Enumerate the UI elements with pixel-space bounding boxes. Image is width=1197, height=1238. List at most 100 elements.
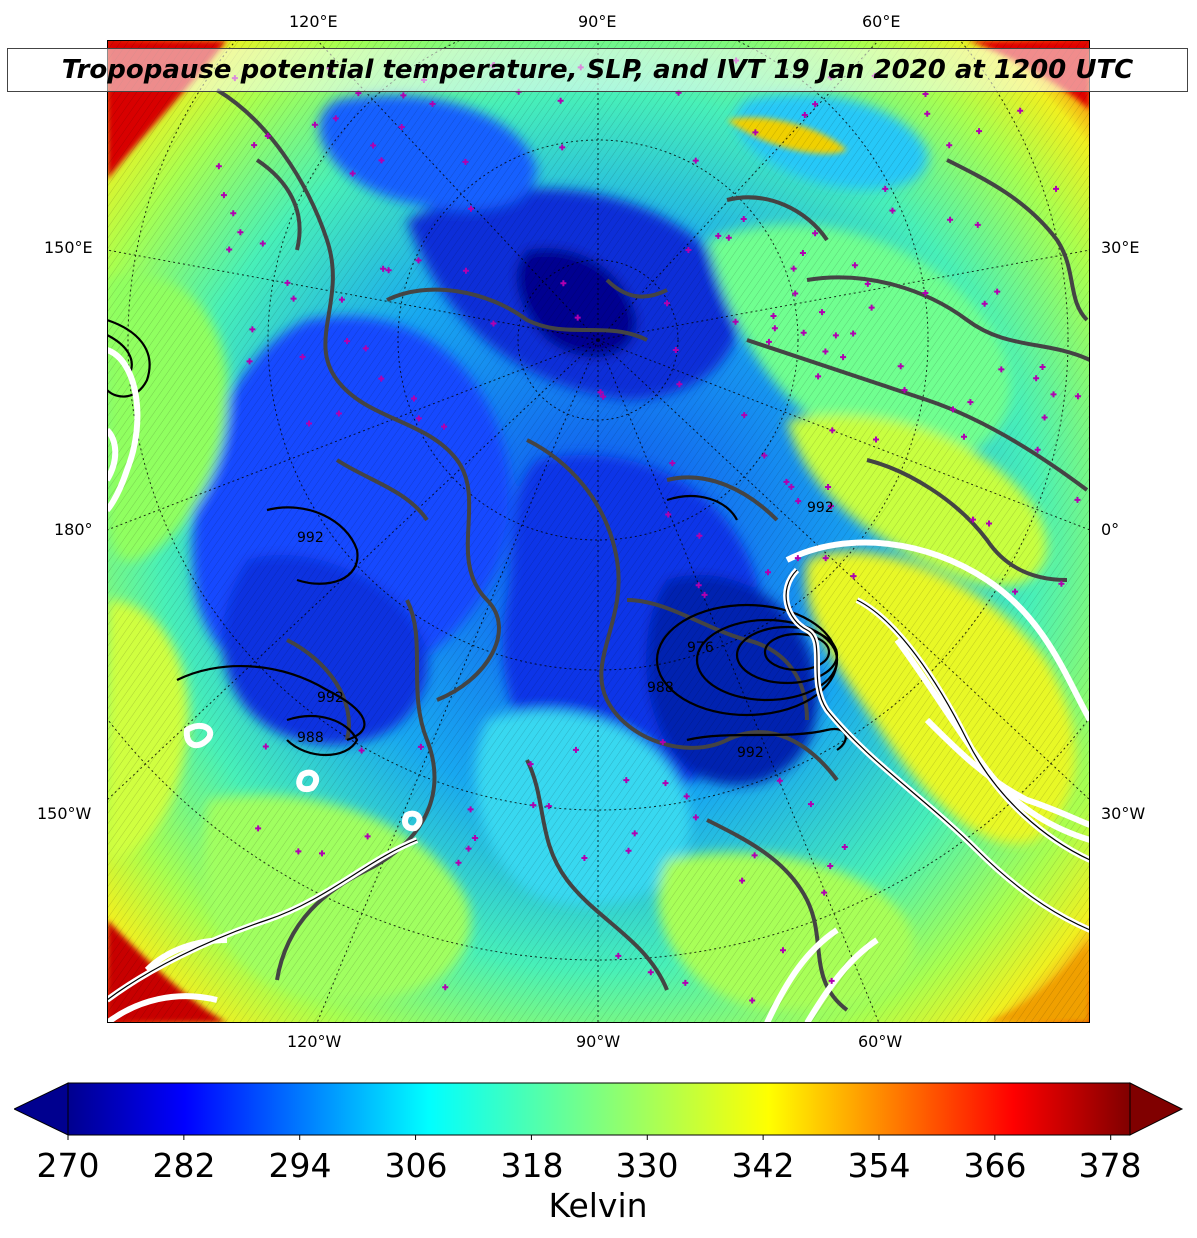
station-marker [682,979,689,986]
colorbar-tick-label: 366 [963,1146,1027,1185]
station-marker [822,348,829,355]
colorbar-tick-label: 294 [268,1146,332,1185]
station-marker [812,230,819,237]
station-marker [967,399,974,406]
lon-label-top-120e: 120°E [289,12,338,31]
station-marker [799,250,806,257]
station-marker [659,739,666,746]
station-marker [800,329,807,336]
station-marker [597,389,604,396]
station-marker [259,240,266,247]
station-marker [574,314,581,321]
station-marker [752,129,759,136]
station-marker [901,386,908,393]
map-title: Tropopause potential temperature, SLP, a… [61,55,1134,85]
station-marker [947,216,954,223]
station-marker [807,801,814,808]
station-markers [215,57,1081,1004]
station-marker [306,420,313,427]
station-marker [850,330,857,337]
station-marker [821,889,828,896]
station-marker [696,532,703,539]
station-marker [761,452,768,459]
station-marker [246,358,253,365]
station-marker [946,142,953,149]
station-marker [981,300,988,307]
station-marker [924,110,931,117]
station-marker [822,555,829,562]
station-marker [429,100,436,107]
station-marker [465,845,472,852]
colorbar-low-extend [14,1082,69,1136]
lon-label-left-150e: 150°E [44,238,93,257]
colorbar-tick-label: 282 [152,1146,216,1185]
colorbar-tick-label: 342 [731,1146,795,1185]
coastlines [215,88,1090,1012]
station-marker [226,246,233,253]
station-marker [692,814,699,821]
station-marker [1050,391,1057,398]
station-marker [897,363,904,370]
colorbar-tick-label: 354 [847,1146,911,1185]
station-marker [349,170,356,177]
slp-contours [107,318,847,757]
map-panel: 992 992 988 992 976 988 992 [107,40,1090,1023]
station-marker [815,373,822,380]
station-marker [264,133,271,140]
station-marker [344,338,351,345]
station-marker [362,345,369,352]
station-marker [851,262,858,269]
station-marker [792,290,799,297]
colorbar [14,1082,1184,1140]
colorbar-tick-label: 378 [1078,1146,1142,1185]
station-marker [455,859,462,866]
station-marker [415,415,422,422]
station-marker [572,746,579,753]
lon-label-left-150w: 150°W [37,804,92,823]
station-marker [251,142,258,149]
station-marker [442,984,449,991]
station-marker [715,232,722,239]
title-box: Tropopause potential temperature, SLP, a… [7,48,1188,92]
station-marker [882,185,889,192]
station-marker [765,569,772,576]
station-marker [545,803,552,810]
station-marker [960,433,967,440]
station-marker [560,280,567,287]
station-marker [783,478,790,485]
station-marker [311,121,318,128]
graticule [107,40,1090,1023]
station-marker [765,338,772,345]
station-marker [788,483,795,490]
station-marker [812,101,819,108]
station-marker [230,210,237,217]
station-marker [795,498,802,505]
station-marker [398,123,405,130]
station-marker [829,427,836,434]
slp-contour-label: 992 [317,690,344,706]
colorbar-units: Kelvin [548,1186,648,1225]
station-marker [385,267,392,274]
station-marker [701,591,708,598]
station-marker [692,157,699,164]
lon-label-left-180: 180° [54,520,93,539]
station-marker [530,802,537,809]
station-marker [949,406,956,413]
station-marker [623,777,630,784]
station-marker [801,112,808,119]
lon-label-bottom-120w: 120°W [287,1032,342,1051]
slp-contour-label: 992 [737,745,764,761]
station-marker [378,375,385,382]
station-marker [417,743,424,750]
station-marker [1074,496,1081,503]
station-marker [683,793,690,800]
station-marker [976,128,983,135]
station-marker [864,280,871,287]
station-marker [868,304,875,311]
station-marker [581,855,588,862]
station-marker [1017,107,1024,114]
lon-label-right-0: 0° [1101,520,1120,539]
station-marker [676,381,683,388]
station-marker [685,246,692,253]
lon-label-bottom-60w: 60°W [858,1032,903,1051]
